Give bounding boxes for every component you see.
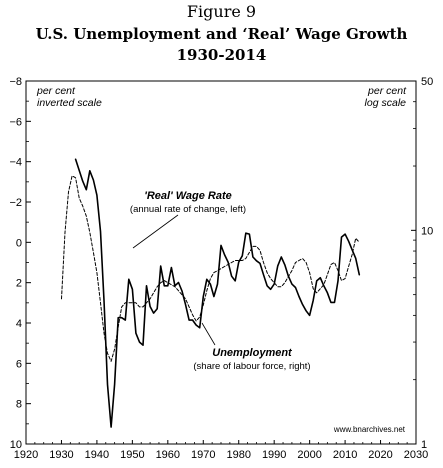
left-tick-label: 4 xyxy=(16,318,22,330)
x-tick-label: 1940 xyxy=(85,449,109,461)
left-tick-label: 6 xyxy=(16,358,22,370)
left-axis-note-line-2: inverted scale xyxy=(37,97,102,109)
right-tick-label: 10 xyxy=(421,225,433,237)
x-tick-label: 1920 xyxy=(14,449,38,461)
x-tick-label: 1960 xyxy=(156,449,180,461)
plot-frame xyxy=(25,80,417,445)
wage-annotation-subtitle: (annual rate of change, left) xyxy=(130,204,246,215)
x-tick-label: 1980 xyxy=(226,449,250,461)
series-line-unemployment xyxy=(74,158,361,428)
chart-title: U.S. Unemployment and ‘Real’ Wage Growth… xyxy=(0,24,443,66)
unemployment-annotation-title: Unemployment xyxy=(212,347,293,359)
x-tick-label: 1990 xyxy=(262,449,286,461)
unemployment-annotation-subtitle: (share of labour force, right) xyxy=(193,361,310,372)
left-tick-label: −8 xyxy=(9,76,22,88)
x-tick-label: 1970 xyxy=(191,449,215,461)
x-tick-label: 2030 xyxy=(404,449,428,461)
unemployment-annotation-leader xyxy=(201,322,216,346)
left-tick-label: −6 xyxy=(9,116,22,128)
wage-annotation-leader xyxy=(132,214,179,249)
right-tick-label: 50 xyxy=(421,76,433,88)
wage-annotation-title: 'Real' Wage Rate xyxy=(144,190,232,202)
left-tick-label: 8 xyxy=(16,399,22,411)
chart-title-line-1: U.S. Unemployment and ‘Real’ Wage Growth xyxy=(35,25,408,43)
figure-label: Figure 9 xyxy=(186,2,257,21)
right-axis-note-line-2: log scale xyxy=(365,97,407,109)
x-tick-label: 1930 xyxy=(49,449,73,461)
x-tick-label: 1950 xyxy=(120,449,144,461)
series-group xyxy=(61,158,361,428)
x-tick-label: 2020 xyxy=(368,449,392,461)
left-tick-label: 0 xyxy=(16,237,22,249)
x-tick-label: 2000 xyxy=(297,449,321,461)
chart-title-line-2: 1930-2014 xyxy=(176,46,267,64)
axes-group: 1920 1930 1940 1950 1960 1970 1980 1990 2000 2010… xyxy=(9,76,433,461)
left-tick-label: −4 xyxy=(9,157,22,169)
right-tick-label: 1 xyxy=(421,439,427,451)
right-axis-note-line-1: per cent xyxy=(367,85,407,97)
x-tick-label: 2010 xyxy=(333,449,357,461)
left-tick-label: 2 xyxy=(16,278,22,290)
left-tick-label: −2 xyxy=(9,197,22,209)
left-tick-label: 10 xyxy=(10,439,22,451)
source-credit: www.bnarchives.net xyxy=(333,425,406,434)
left-axis-note-line-1: per cent xyxy=(36,85,76,97)
series-line-real-wage xyxy=(61,175,360,362)
notes-group: per cent inverted scale per cent log sca… xyxy=(36,85,407,434)
